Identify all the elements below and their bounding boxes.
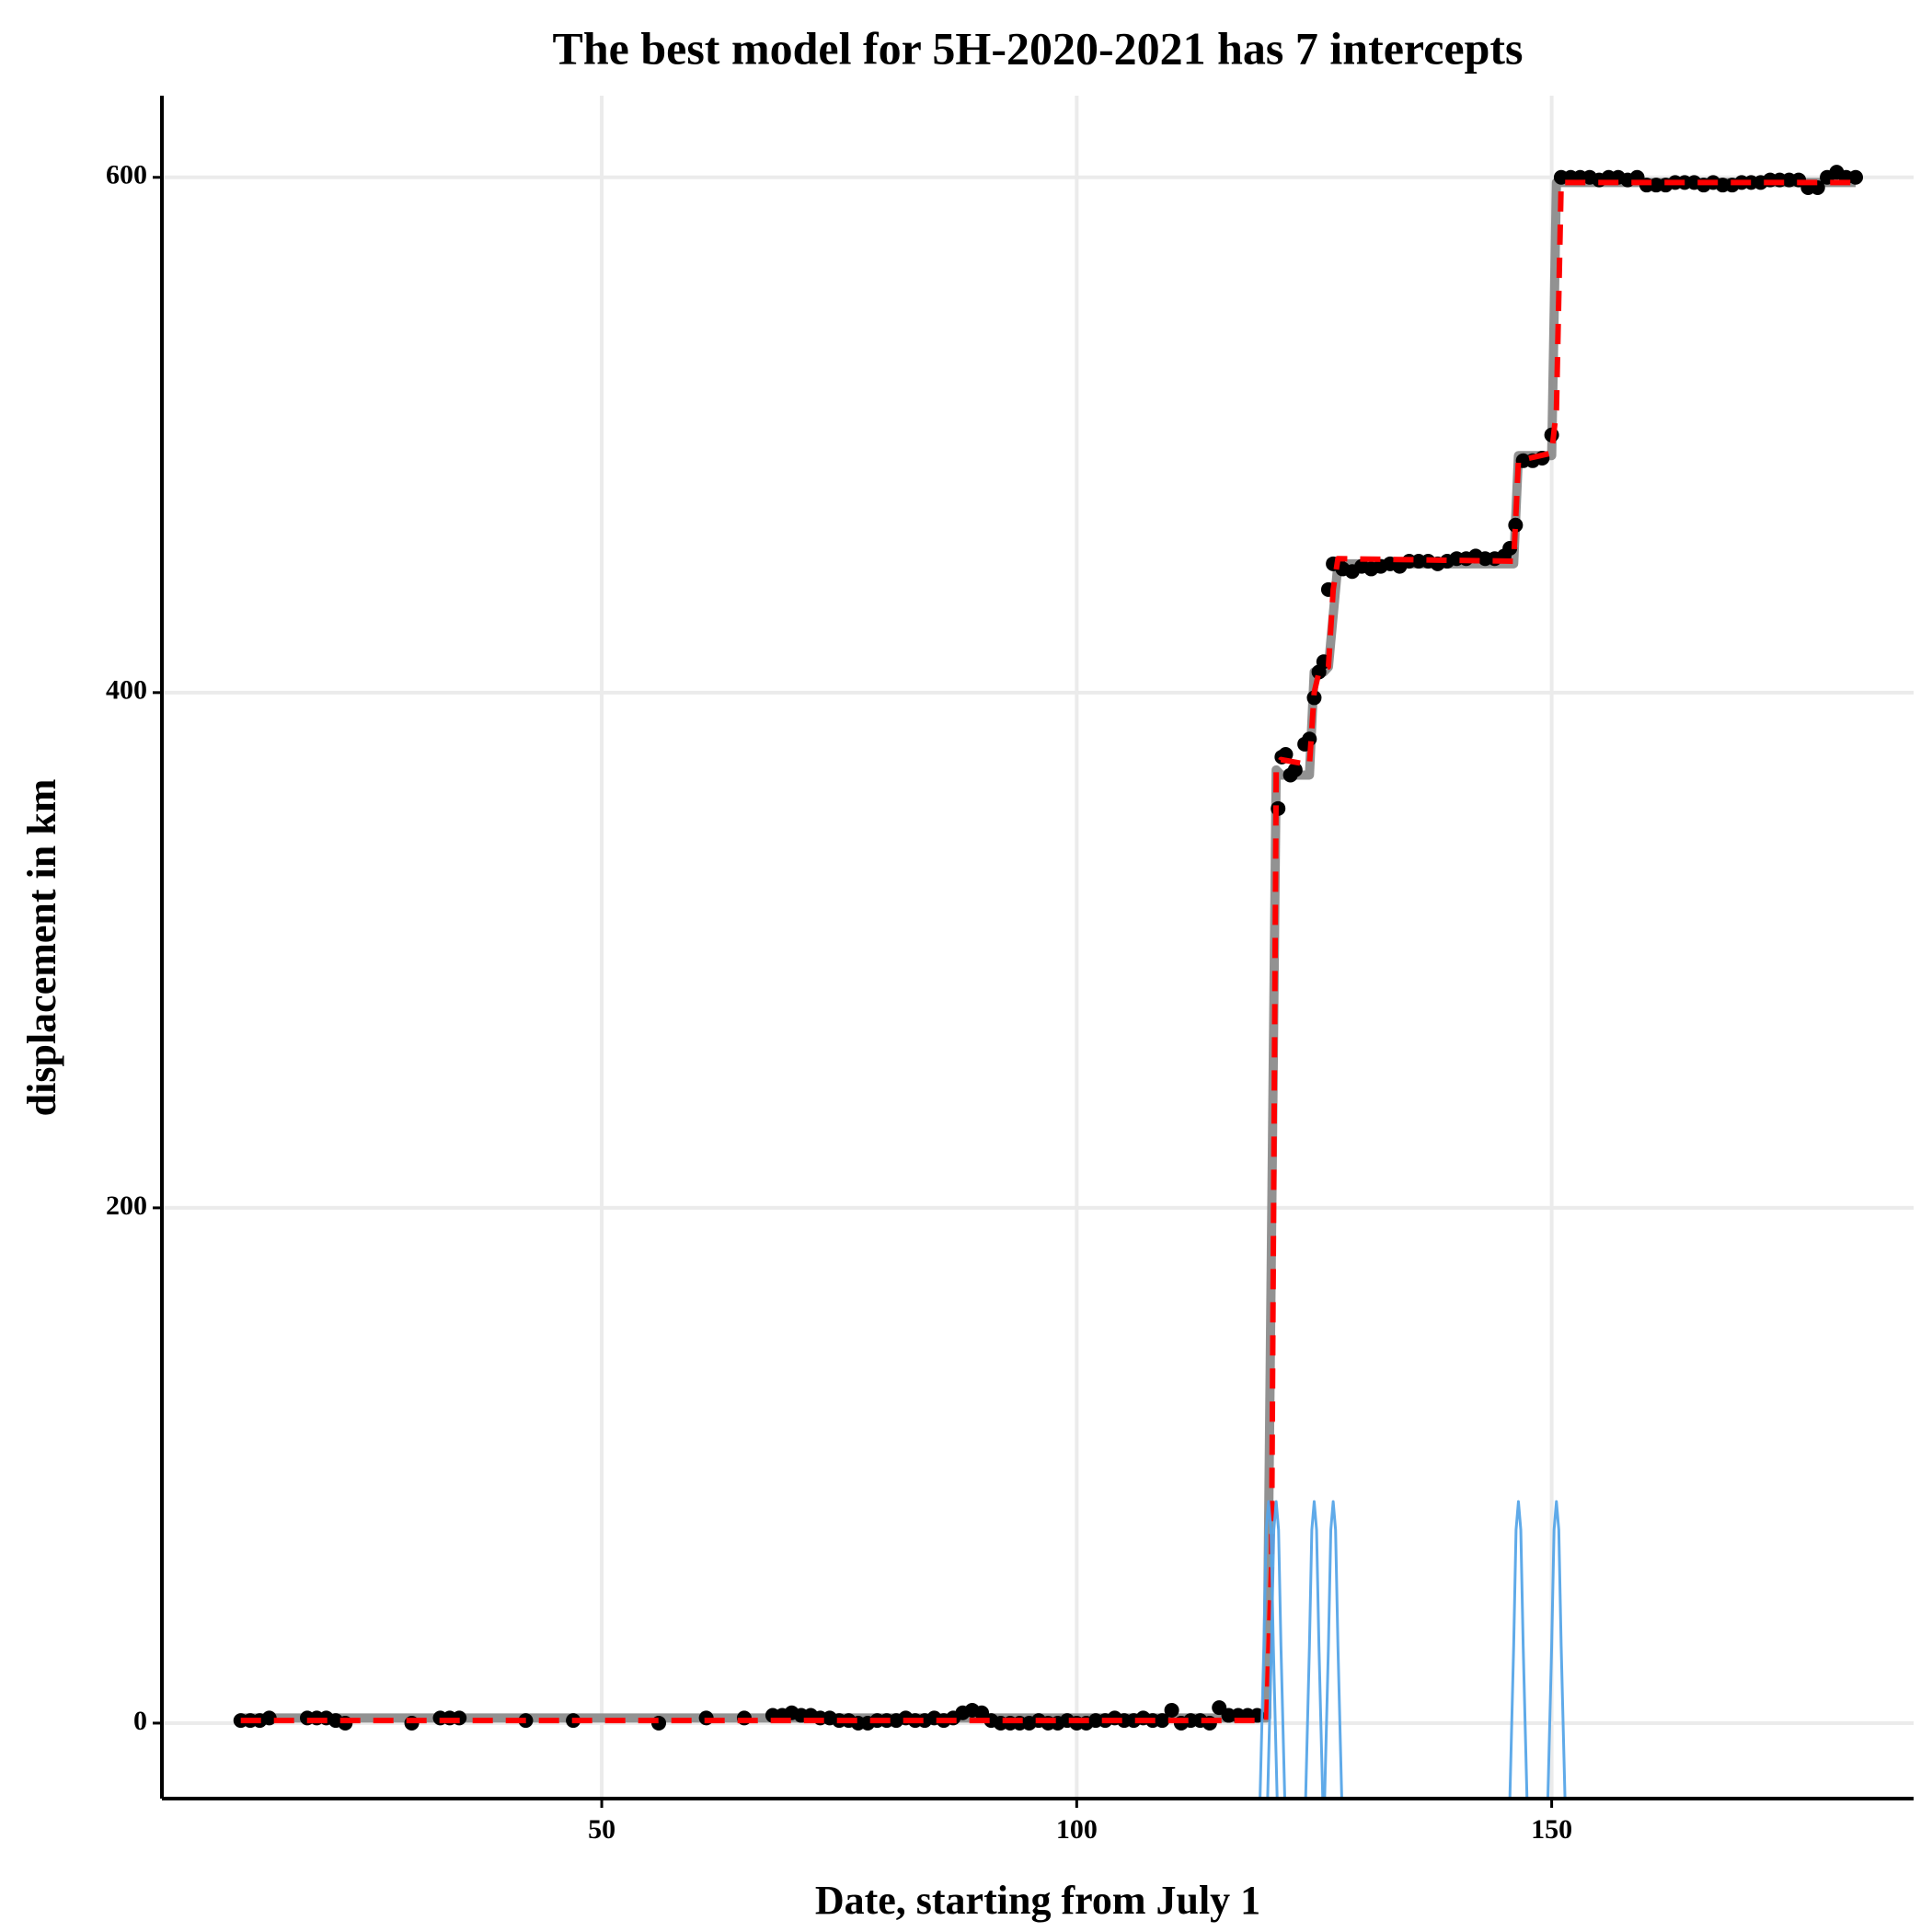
point	[1508, 517, 1524, 533]
x-tick-label: 150	[1531, 1814, 1572, 1845]
axes: 0 200 400 600 50 100 150	[106, 96, 1914, 1845]
y-tick-label: 600	[106, 160, 147, 190]
point	[261, 1710, 277, 1726]
point	[1155, 1713, 1170, 1729]
line	[1266, 1500, 1286, 1799]
grid	[162, 96, 1914, 1799]
line	[240, 178, 1857, 1723]
line	[1323, 1500, 1343, 1799]
plot-area	[233, 165, 1864, 1799]
x-axis-title: Date, starting from July 1	[815, 1878, 1260, 1923]
y-tick-label: 400	[106, 675, 147, 706]
x-tick-label: 50	[588, 1814, 615, 1845]
point	[1848, 169, 1864, 185]
line	[1259, 1500, 1279, 1799]
point	[1306, 690, 1322, 706]
x-tick-label: 100	[1056, 1814, 1098, 1845]
y-axis-title: displacement in km	[19, 779, 64, 1117]
line	[1546, 1500, 1567, 1799]
y-tick-label: 200	[106, 1190, 147, 1221]
point	[1287, 762, 1303, 777]
line	[1304, 1500, 1325, 1799]
y-tick-label: 0	[133, 1706, 147, 1736]
point	[1164, 1702, 1179, 1718]
line	[240, 179, 1857, 1724]
chart-title: The best model for 5H-2020-2021 has 7 in…	[552, 22, 1523, 74]
line	[1508, 1500, 1529, 1799]
